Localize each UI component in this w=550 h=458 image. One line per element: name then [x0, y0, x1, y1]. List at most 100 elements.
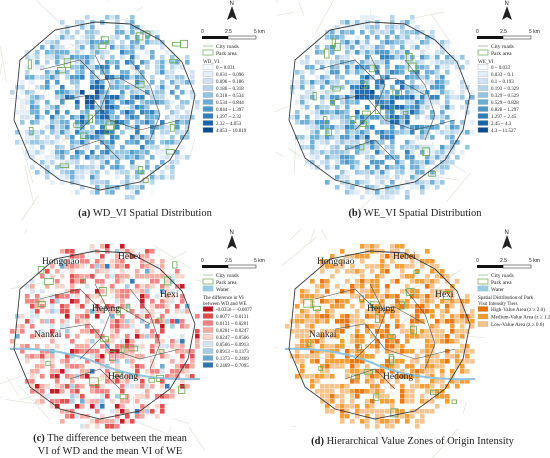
grid-cell: [110, 95, 115, 100]
grid-cell: [415, 110, 420, 115]
grid-cell: [180, 324, 185, 329]
grid-cell: [45, 160, 50, 165]
grid-cell: [95, 329, 100, 334]
grid-cell: [340, 60, 345, 65]
grid-cell: [335, 30, 340, 35]
grid-cell: [305, 294, 310, 299]
grid-cell: [300, 135, 305, 140]
grid-cell: [140, 304, 145, 309]
grid-cell: [435, 65, 440, 70]
legend-class-label: 0.096 ~ 0.186: [216, 80, 244, 85]
grid-cell: [170, 60, 175, 65]
grid-cell: [80, 374, 85, 379]
grid-cell: [385, 289, 390, 294]
grid-cell: [110, 60, 115, 65]
grid-cell: [455, 379, 460, 384]
park-polygon: [165, 149, 175, 155]
grid-cell: [330, 125, 335, 130]
grid-cell: [60, 50, 65, 55]
legend-class-swatch: [477, 92, 489, 98]
grid-cell: [320, 334, 325, 339]
grid-cell: [375, 130, 380, 135]
road-line: [135, 421, 172, 436]
grid-cell: [145, 60, 150, 65]
grid-cell: [75, 294, 80, 299]
grid-cell: [120, 264, 125, 269]
grid-cell: [80, 424, 85, 429]
grid-cell: [30, 100, 35, 105]
grid-cell: [390, 309, 395, 314]
grid-cell: [40, 50, 45, 55]
grid-cell: [105, 349, 110, 354]
grid-cell: [100, 419, 105, 424]
grid-cell: [365, 135, 370, 140]
grid-cell: [90, 85, 95, 90]
grid-cell: [355, 319, 360, 324]
grid-cell: [80, 175, 85, 180]
grid-cell: [465, 294, 470, 299]
grid-cell: [170, 100, 175, 105]
grid-cell: [360, 115, 365, 120]
grid-cell: [405, 414, 410, 419]
grid-cell: [460, 369, 465, 374]
grid-cell: [125, 85, 130, 90]
grid-cell: [95, 294, 100, 299]
grid-cell: [370, 289, 375, 294]
grid-cell: [180, 90, 185, 95]
grid-cell: [150, 409, 155, 414]
grid-cell: [370, 344, 375, 349]
grid-cell: [365, 95, 370, 100]
grid-cell: [335, 85, 340, 90]
grid-cell: [305, 65, 310, 70]
grid-cell: [135, 384, 140, 389]
grid-cell: [95, 165, 100, 170]
grid-cell: [425, 95, 430, 100]
district-divider: [334, 94, 456, 131]
grid-cell: [30, 379, 35, 384]
grid-cell: [60, 55, 65, 60]
grid-cell: [190, 349, 195, 354]
grid-cell: [85, 344, 90, 349]
grid-cell: [15, 334, 20, 339]
grid-cell: [50, 105, 55, 110]
grid-cell: [425, 339, 430, 344]
grid-cell: [380, 175, 385, 180]
grid-cell: [115, 80, 120, 85]
grid-cell: [105, 140, 110, 145]
grid-cell: [470, 120, 475, 125]
grid-cell: [340, 150, 345, 155]
grid-cell: [35, 314, 40, 319]
grid-cell: [100, 344, 105, 349]
grid-cell: [125, 264, 130, 269]
grid-cell: [415, 60, 420, 65]
grid-cell: [355, 409, 360, 414]
grid-cell: [350, 100, 355, 105]
grid-cell: [340, 55, 345, 60]
grid-cell: [140, 30, 145, 35]
grid-cell: [160, 90, 165, 95]
grid-cell: [80, 70, 85, 75]
grid-cell: [350, 264, 355, 269]
grid-cell: [340, 35, 345, 40]
grid-cell: [75, 279, 80, 284]
grid-cell: [375, 294, 380, 299]
grid-cell: [425, 40, 430, 45]
grid-cell: [135, 170, 140, 175]
grid-cell: [430, 309, 435, 314]
grid-cell: [80, 55, 85, 60]
grid-cell: [35, 65, 40, 70]
grid-cell: [425, 344, 430, 349]
grid-cell: [355, 50, 360, 55]
grid-cell: [120, 289, 125, 294]
grid-cell: [150, 349, 155, 354]
grid-cell: [365, 314, 370, 319]
grid-cell: [400, 25, 405, 30]
grid-cell: [150, 100, 155, 105]
grid-cell: [130, 249, 135, 254]
grid-cell: [100, 185, 105, 190]
grid-cell: [175, 65, 180, 70]
grid-cell: [155, 180, 160, 185]
grid-cell: [75, 80, 80, 85]
grid-cell: [55, 399, 60, 404]
